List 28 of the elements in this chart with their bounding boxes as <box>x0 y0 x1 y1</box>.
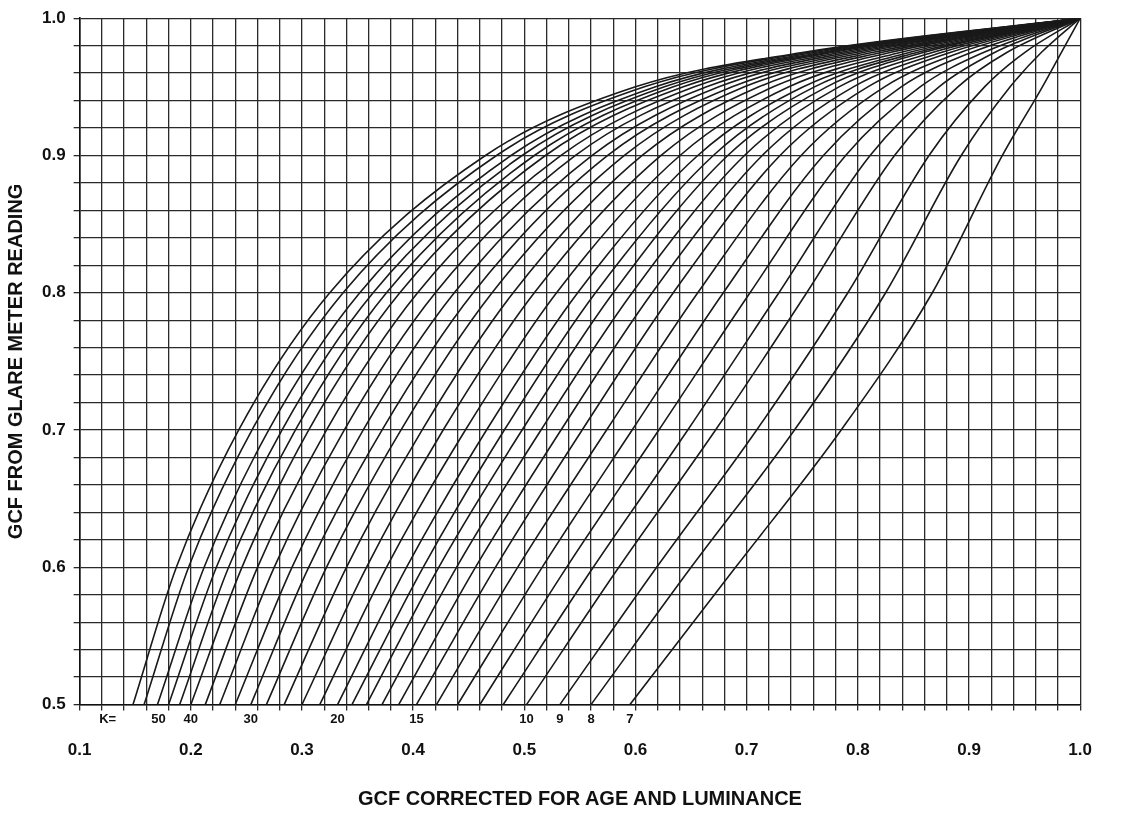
y-tick-label: 0.7 <box>41 419 66 439</box>
annotation: 9 <box>556 710 564 726</box>
y-tick-label: 0.6 <box>41 557 66 577</box>
x-tick-label: 0.7 <box>734 740 759 760</box>
text: K= <box>99 710 117 726</box>
x-axis-title: GCF CORRECTED FOR AGE AND LUMINANCE <box>357 786 802 809</box>
annotation: 20 <box>330 710 345 726</box>
x-tick-label: 0.9 <box>957 740 981 760</box>
y-tick-label: 0.8 <box>41 282 66 302</box>
x-tick-label: 0.6 <box>623 740 648 760</box>
x-tick-label: 0.1 <box>67 740 92 760</box>
y-axis-title: GCF FROM GLARE METER READING <box>3 183 26 540</box>
y-tick-label: 1.0 <box>41 7 66 27</box>
annotation: 10 <box>519 710 534 726</box>
x-tick-label: 1.0 <box>1068 740 1092 760</box>
annotation: 30 <box>243 710 259 726</box>
x-tick-label: 0.8 <box>846 740 870 760</box>
x-tick-label: 0.4 <box>401 740 426 760</box>
annotation: 7 <box>626 710 634 726</box>
x-tick-label: 0.5 <box>512 740 537 760</box>
x-tick-label: 0.3 <box>290 740 314 760</box>
y-tick-label: 0.9 <box>41 145 66 165</box>
annotation: 8 <box>587 710 595 726</box>
annotation: 50 <box>151 710 166 726</box>
annotation: 15 <box>409 710 424 726</box>
x-tick-label: 0.2 <box>178 740 203 760</box>
annotation: 40 <box>183 710 199 726</box>
y-tick-label: 0.5 <box>41 694 66 714</box>
